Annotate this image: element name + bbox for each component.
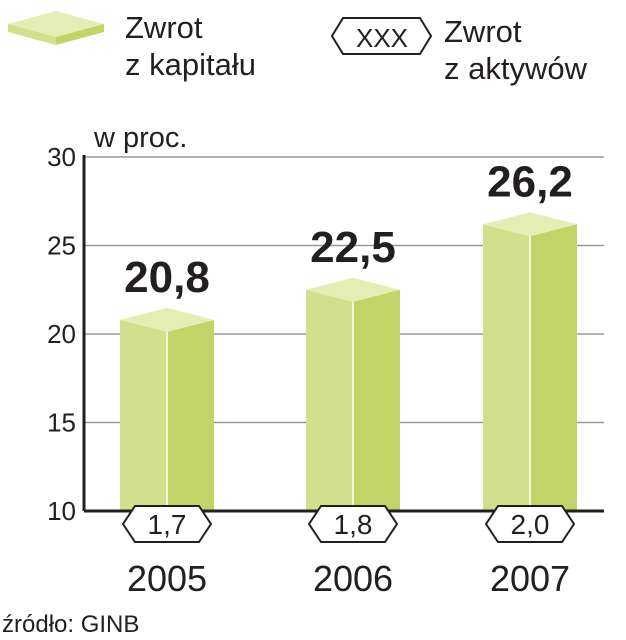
legend-assets-label-line2: z aktywów xyxy=(444,51,588,86)
source-note: źródło: GINB xyxy=(2,611,139,638)
bar-labels: 20,8 22,5 26,2 xyxy=(124,157,573,302)
bar-2006 xyxy=(306,277,400,511)
bar-top xyxy=(306,277,400,302)
x-category-label: 2007 xyxy=(490,558,570,599)
bar-front xyxy=(120,319,167,511)
assets-badge xyxy=(307,505,399,543)
y-tick-label: 25 xyxy=(47,231,76,261)
y-tick-label: 10 xyxy=(47,496,76,526)
legend-swatch-front xyxy=(8,24,56,45)
legend-assets-label-line1: Zwrot xyxy=(444,14,522,49)
y-axis-ticks: 10 15 20 25 30 xyxy=(47,142,76,526)
legend-equity-label-line1: Zwrot xyxy=(125,10,203,45)
legend-equity-label-line2: z kapitału xyxy=(125,47,256,82)
x-category-label: 2005 xyxy=(127,558,207,599)
bar-top xyxy=(120,307,214,332)
bar-top xyxy=(483,212,577,237)
bar-value-label: 26,2 xyxy=(487,157,573,206)
legend-assets-box-text: XXX xyxy=(356,23,408,53)
assets-badge-value: 1,7 xyxy=(148,509,187,540)
bar-value-label: 22,5 xyxy=(310,223,396,272)
bar-2007 xyxy=(483,212,577,511)
y-axis-label: w proc. xyxy=(93,122,187,154)
bars xyxy=(120,212,577,511)
legend-assets-hexagon xyxy=(330,17,433,55)
bar-front xyxy=(306,289,353,511)
assets-badge-value: 2,0 xyxy=(511,509,550,540)
bar-front xyxy=(483,224,530,511)
x-axis-categories: 2005 2006 2007 xyxy=(127,558,570,599)
assets-badge xyxy=(484,505,576,543)
bar-2005 xyxy=(120,307,214,511)
legend-swatch-side xyxy=(56,24,104,45)
legend-equity-swatch xyxy=(8,11,104,45)
bar-side xyxy=(530,224,577,511)
y-tick-label: 30 xyxy=(47,142,76,172)
assets-badge-value: 1,8 xyxy=(334,509,373,540)
y-tick-label: 20 xyxy=(47,319,76,349)
legend: Zwrot z kapitału XXX Zwrot z aktywów xyxy=(8,10,588,86)
bar-side xyxy=(353,289,400,511)
assets-badge xyxy=(121,505,213,543)
y-tick-label: 15 xyxy=(47,408,76,438)
bar-value-label: 20,8 xyxy=(124,253,210,302)
bar-side xyxy=(167,319,214,511)
x-category-label: 2006 xyxy=(313,558,393,599)
assets-badges: 1,7 1,8 2,0 xyxy=(121,505,576,543)
